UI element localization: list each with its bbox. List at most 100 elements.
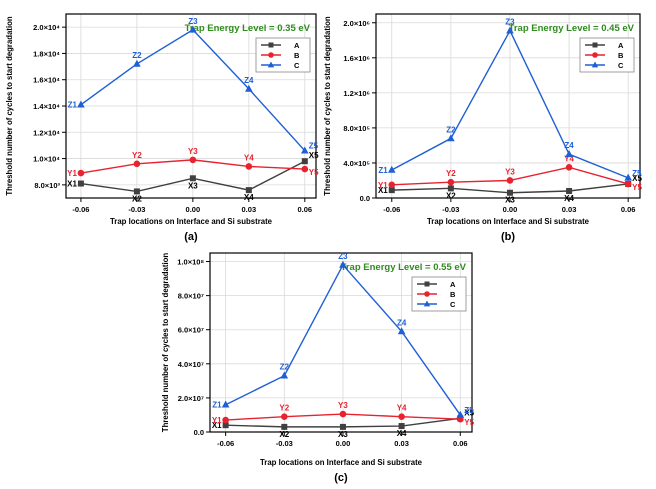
legend: ABC <box>255 37 311 73</box>
point-label: X2 <box>279 430 289 439</box>
data-point <box>301 146 309 154</box>
x-tick-label: 0.06 <box>453 439 468 448</box>
series-B: Y1 Y2 Y3 Y4 Y5 <box>67 147 319 178</box>
legend-box <box>255 37 311 73</box>
point-label: Y3 <box>505 167 515 176</box>
chart-title: Trap Energy Level = 0.45 eV <box>509 23 635 34</box>
x-tick-label: 0.06 <box>298 205 313 214</box>
data-point <box>624 173 632 181</box>
data-point <box>133 188 140 195</box>
data-point <box>280 413 288 420</box>
point-label: X2 <box>446 191 456 200</box>
x-tick-label: 0.06 <box>621 205 636 214</box>
data-point <box>245 84 253 92</box>
data-point <box>133 160 141 168</box>
legend-marker <box>268 42 274 48</box>
point-label: Z4 <box>397 318 407 327</box>
point-label: Y1 <box>212 416 222 425</box>
panel-label: (b) <box>501 231 515 243</box>
chart-title: Trap Energy Level = 0.35 eV <box>185 23 311 34</box>
x-tick-label: 0.03 <box>242 205 257 214</box>
point-label: X4 <box>564 194 574 203</box>
point-label: Z3 <box>505 18 515 27</box>
plot-frame <box>209 252 473 433</box>
point-label: Y1 <box>378 181 388 190</box>
point-label: X1 <box>67 180 77 189</box>
point-label: X3 <box>338 430 348 439</box>
x-tick-label: -0.03 <box>276 439 293 448</box>
point-label: Z5 <box>632 169 642 178</box>
point-label: Y4 <box>564 154 574 163</box>
data-point <box>221 400 230 408</box>
y-tick-label: 2.0×10⁶ <box>343 19 370 28</box>
point-label: Y5 <box>464 418 474 427</box>
point-label: Y2 <box>132 151 142 160</box>
y-tick-label: 8.0×10⁵ <box>343 124 370 133</box>
data-point <box>339 260 347 268</box>
point-label: Y2 <box>446 169 456 178</box>
y-tick-label: 1.0×10⁸ <box>177 258 204 267</box>
data-point <box>281 423 288 430</box>
data-point <box>189 25 197 33</box>
y-axis-title: Threshold number of cycles to start degr… <box>5 16 14 196</box>
point-label: X4 <box>244 193 254 202</box>
legend-marker <box>424 291 430 297</box>
data-point <box>339 423 346 430</box>
legend-label: B <box>294 51 300 60</box>
point-label: X3 <box>188 181 198 190</box>
data-point <box>506 26 514 34</box>
data-point <box>456 410 465 418</box>
point-label: X5 <box>464 408 474 417</box>
panel-label: (a) <box>184 231 198 243</box>
point-label: X2 <box>132 194 142 203</box>
series-C: Z1 Z2 Z3 Z4 Z5 <box>212 252 474 418</box>
y-tick-label: 8.0×10⁷ <box>178 292 204 301</box>
x-axis-title: Trap locations on Interface and Si subst… <box>110 217 273 226</box>
data-point <box>565 164 573 171</box>
point-label: Y4 <box>244 153 254 162</box>
point-label: Y2 <box>279 404 289 413</box>
point-label: Y1 <box>67 169 77 178</box>
point-label: Z1 <box>68 101 78 110</box>
legend-marker <box>423 300 431 307</box>
legend-label: B <box>450 290 456 299</box>
x-tick-label: 0.03 <box>562 205 577 214</box>
data-point <box>77 180 84 187</box>
point-label: X1 <box>212 421 222 430</box>
y-tick-label: 1.8×10⁴ <box>33 49 60 58</box>
data-point <box>506 177 514 184</box>
data-point <box>339 410 347 418</box>
point-label: X5 <box>309 151 319 160</box>
data-point <box>77 100 85 108</box>
legend-label: C <box>294 61 300 70</box>
data-point <box>388 187 395 194</box>
point-label: Z5 <box>309 142 319 151</box>
y-tick-label: 0.0 <box>194 428 204 437</box>
legend-label: B <box>618 51 624 60</box>
x-axis-title: Trap locations on Interface and Si subst… <box>427 217 590 226</box>
legend-label: C <box>450 300 456 309</box>
legend-marker <box>591 61 599 68</box>
data-point <box>506 189 513 196</box>
x-tick-label: -0.03 <box>442 205 459 214</box>
data-point <box>301 165 309 173</box>
point-label: Z1 <box>378 166 388 175</box>
grid <box>66 14 316 198</box>
point-label: X5 <box>632 174 642 183</box>
legend-marker <box>268 52 274 58</box>
point-label: Z3 <box>188 17 198 26</box>
series-A: X1 X2 X3 X4 X5 <box>67 151 319 203</box>
series-C: Z1 Z2 Z3 Z4 Z5 <box>378 18 642 181</box>
legend-marker <box>424 281 430 287</box>
y-tick-label: 6.0×10⁷ <box>178 326 204 335</box>
y-tick-label: 1.6×10⁶ <box>343 54 370 63</box>
chart-panel-1: -0.06 -0.03 0.00 0.03 0.06 8.0×10³ 1.0×10⁴ 1.2×… <box>5 13 319 243</box>
legend-marker <box>592 42 598 48</box>
data-point <box>447 185 454 192</box>
y-axis-title: Threshold number of cycles to start degr… <box>161 253 170 433</box>
series-C: Z1 Z2 Z3 Z4 Z5 <box>68 17 319 154</box>
data-point <box>447 134 455 142</box>
point-label: X3 <box>505 196 515 205</box>
